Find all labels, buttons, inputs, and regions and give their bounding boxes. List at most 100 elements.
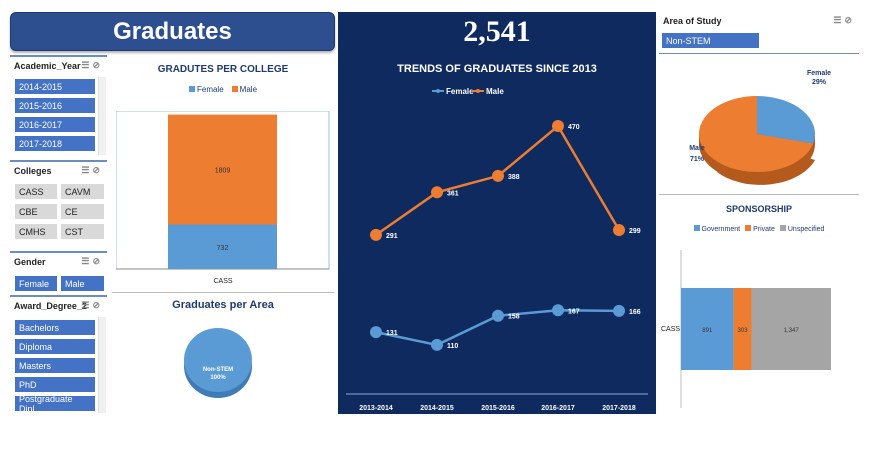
slicer-title: Academic_Year: [14, 61, 81, 71]
slicer-title: Area of Study: [663, 16, 722, 26]
x-tick-label: 2014-2015: [420, 405, 454, 412]
data-point: [552, 304, 564, 317]
area-chart-panel: Graduates per Area: [112, 292, 334, 414]
x-tick-label: 2016-2017: [541, 405, 575, 412]
slicer-item-2016-2017[interactable]: 2016-2017: [14, 116, 96, 133]
slicer-item-2017-2018[interactable]: 2017-2018: [14, 135, 96, 152]
slicer-item-cass[interactable]: CASS: [14, 183, 58, 200]
slicer-title: Award_Degree_2: [14, 301, 87, 311]
slicer-title: Gender: [14, 257, 46, 267]
x-tick-label: CASS: [213, 278, 232, 285]
svg-text:Female: Female: [446, 87, 474, 96]
colleges-slicer: Colleges ☰⊘ CASS CAVM CBE CE CMHS CST: [10, 160, 107, 244]
pie-label: Non-STEM: [203, 367, 233, 373]
slicer-item-non-stem[interactable]: Non-STEM: [661, 32, 760, 49]
college-bar-chart: 732 1809 CASS: [116, 111, 330, 285]
data-label: 1809: [215, 168, 231, 175]
data-label: 166: [629, 309, 641, 316]
gender-slicer: Gender ☰⊘ Female Male: [10, 251, 107, 293]
area-pie-chart: Non-STEM 100%: [184, 328, 252, 398]
bar-private: [733, 288, 752, 370]
pie-label-male: Male: [689, 145, 705, 152]
data-point: [370, 326, 382, 339]
dashboard-title: Graduates: [10, 12, 335, 51]
data-point: [492, 309, 504, 322]
bar-unspecified: [751, 288, 831, 370]
pie-value-male: 71%: [690, 156, 705, 163]
data-label: 303: [738, 328, 749, 334]
data-label: 388: [508, 174, 520, 181]
bar-male: [168, 114, 277, 225]
data-label: 299: [629, 228, 641, 235]
data-label: 110: [447, 343, 458, 350]
chart-legend: Female Male: [112, 85, 334, 94]
total-graduates-kpi: 2,541: [338, 12, 656, 51]
legend-male: Male: [231, 85, 257, 94]
chart-title: Graduates per Area: [172, 299, 274, 311]
data-label: 167: [568, 308, 580, 315]
slicer-title: Colleges: [14, 166, 52, 176]
slicer-scrollbar[interactable]: [98, 317, 106, 413]
chart-title: TRENDS OF GRADUATES SINCE 2013: [397, 63, 597, 75]
slicer-item-female[interactable]: Female: [14, 275, 58, 292]
chart-title: SPONSORSHIP: [725, 204, 792, 214]
slicer-item-phd[interactable]: PhD: [14, 376, 96, 393]
slicer-item-male[interactable]: Male: [60, 275, 105, 292]
slicer-item-cst[interactable]: CST: [60, 223, 105, 240]
trends-line-chart: TRENDS OF GRADUATES SINCE 2013 Female Ma…: [346, 63, 648, 412]
pie-slice-female: [757, 96, 815, 144]
college-chart-panel: GRADUTES PER COLLEGE Female Male: [112, 55, 334, 287]
legend-unspecified: Unspecified: [779, 225, 824, 233]
pie-slice-male: [699, 96, 814, 172]
x-tick-label: 2015-2016: [481, 405, 515, 412]
pie-label-female: Female: [807, 70, 831, 77]
academic-year-slicer: Academic_Year ☰⊘ 2014-2015 2015-2016 2016…: [10, 55, 107, 157]
slicer-item-masters[interactable]: Masters: [14, 357, 96, 374]
x-tick-label: 2013-2014: [359, 405, 393, 412]
legend-male: Male: [472, 87, 504, 96]
sponsorship-bar-chart: CASS 891 303 1,347: [661, 250, 831, 408]
slicer-item-bachelors[interactable]: Bachelors: [14, 319, 96, 336]
pie-value-female: 29%: [812, 79, 827, 86]
slicer-item-postgraduate[interactable]: Postgraduate Dipl...: [14, 394, 96, 414]
slicer-item-cbe[interactable]: CBE: [14, 203, 58, 220]
data-label: 732: [217, 245, 229, 252]
data-label: 470: [568, 124, 580, 131]
data-label: 361: [447, 190, 459, 197]
trends-panel: [338, 51, 656, 414]
slicer-item-ce[interactable]: CE: [60, 203, 105, 220]
data-point: [552, 120, 564, 133]
data-label: 1,347: [784, 328, 800, 334]
data-label: 131: [386, 330, 398, 337]
legend-private: Private: [745, 225, 775, 233]
slicer-item-2015-2016[interactable]: 2015-2016: [14, 97, 96, 114]
area-of-study-slicer: Area of Study ☰⊘ Non-STEM: [659, 12, 859, 54]
legend-female: Female: [188, 85, 224, 94]
chart-legend: Government Private Unspecified: [659, 225, 859, 233]
award-degree-slicer: Award_Degree_2 ☰⊘ Bachelors Diploma Maste…: [10, 295, 107, 414]
legend-female: Female: [432, 87, 474, 96]
data-point: [492, 169, 504, 182]
chart-title: GRADUTES PER COLLEGE: [157, 64, 289, 75]
slicer-item-2014-2015[interactable]: 2014-2015: [14, 78, 96, 95]
svg-text:Male: Male: [486, 87, 504, 96]
slicer-scrollbar[interactable]: [98, 77, 106, 155]
multi-select-icon[interactable]: ☰⊘: [81, 256, 103, 266]
data-label: 891: [702, 328, 713, 334]
x-tick-label: 2017-2018: [602, 405, 636, 412]
multi-select-icon[interactable]: ☰⊘: [81, 60, 103, 70]
data-point: [431, 338, 443, 351]
bar-female: [168, 224, 277, 269]
bar-government: [681, 288, 734, 370]
data-label: 158: [508, 314, 520, 321]
y-tick-label: CASS: [661, 326, 680, 333]
slicer-item-cavm[interactable]: CAVM: [60, 183, 105, 200]
slicer-item-cmhs[interactable]: CMHS: [14, 223, 58, 240]
pie-slice-non-stem: [184, 328, 252, 392]
data-label: 291: [386, 233, 398, 240]
slicer-item-diploma[interactable]: Diploma: [14, 338, 96, 355]
multi-select-icon[interactable]: ☰⊘: [81, 300, 103, 310]
multi-select-icon[interactable]: ☰⊘: [833, 15, 855, 25]
clear-filter-icon[interactable]: ☰⊘: [81, 165, 103, 175]
data-point: [431, 186, 443, 199]
